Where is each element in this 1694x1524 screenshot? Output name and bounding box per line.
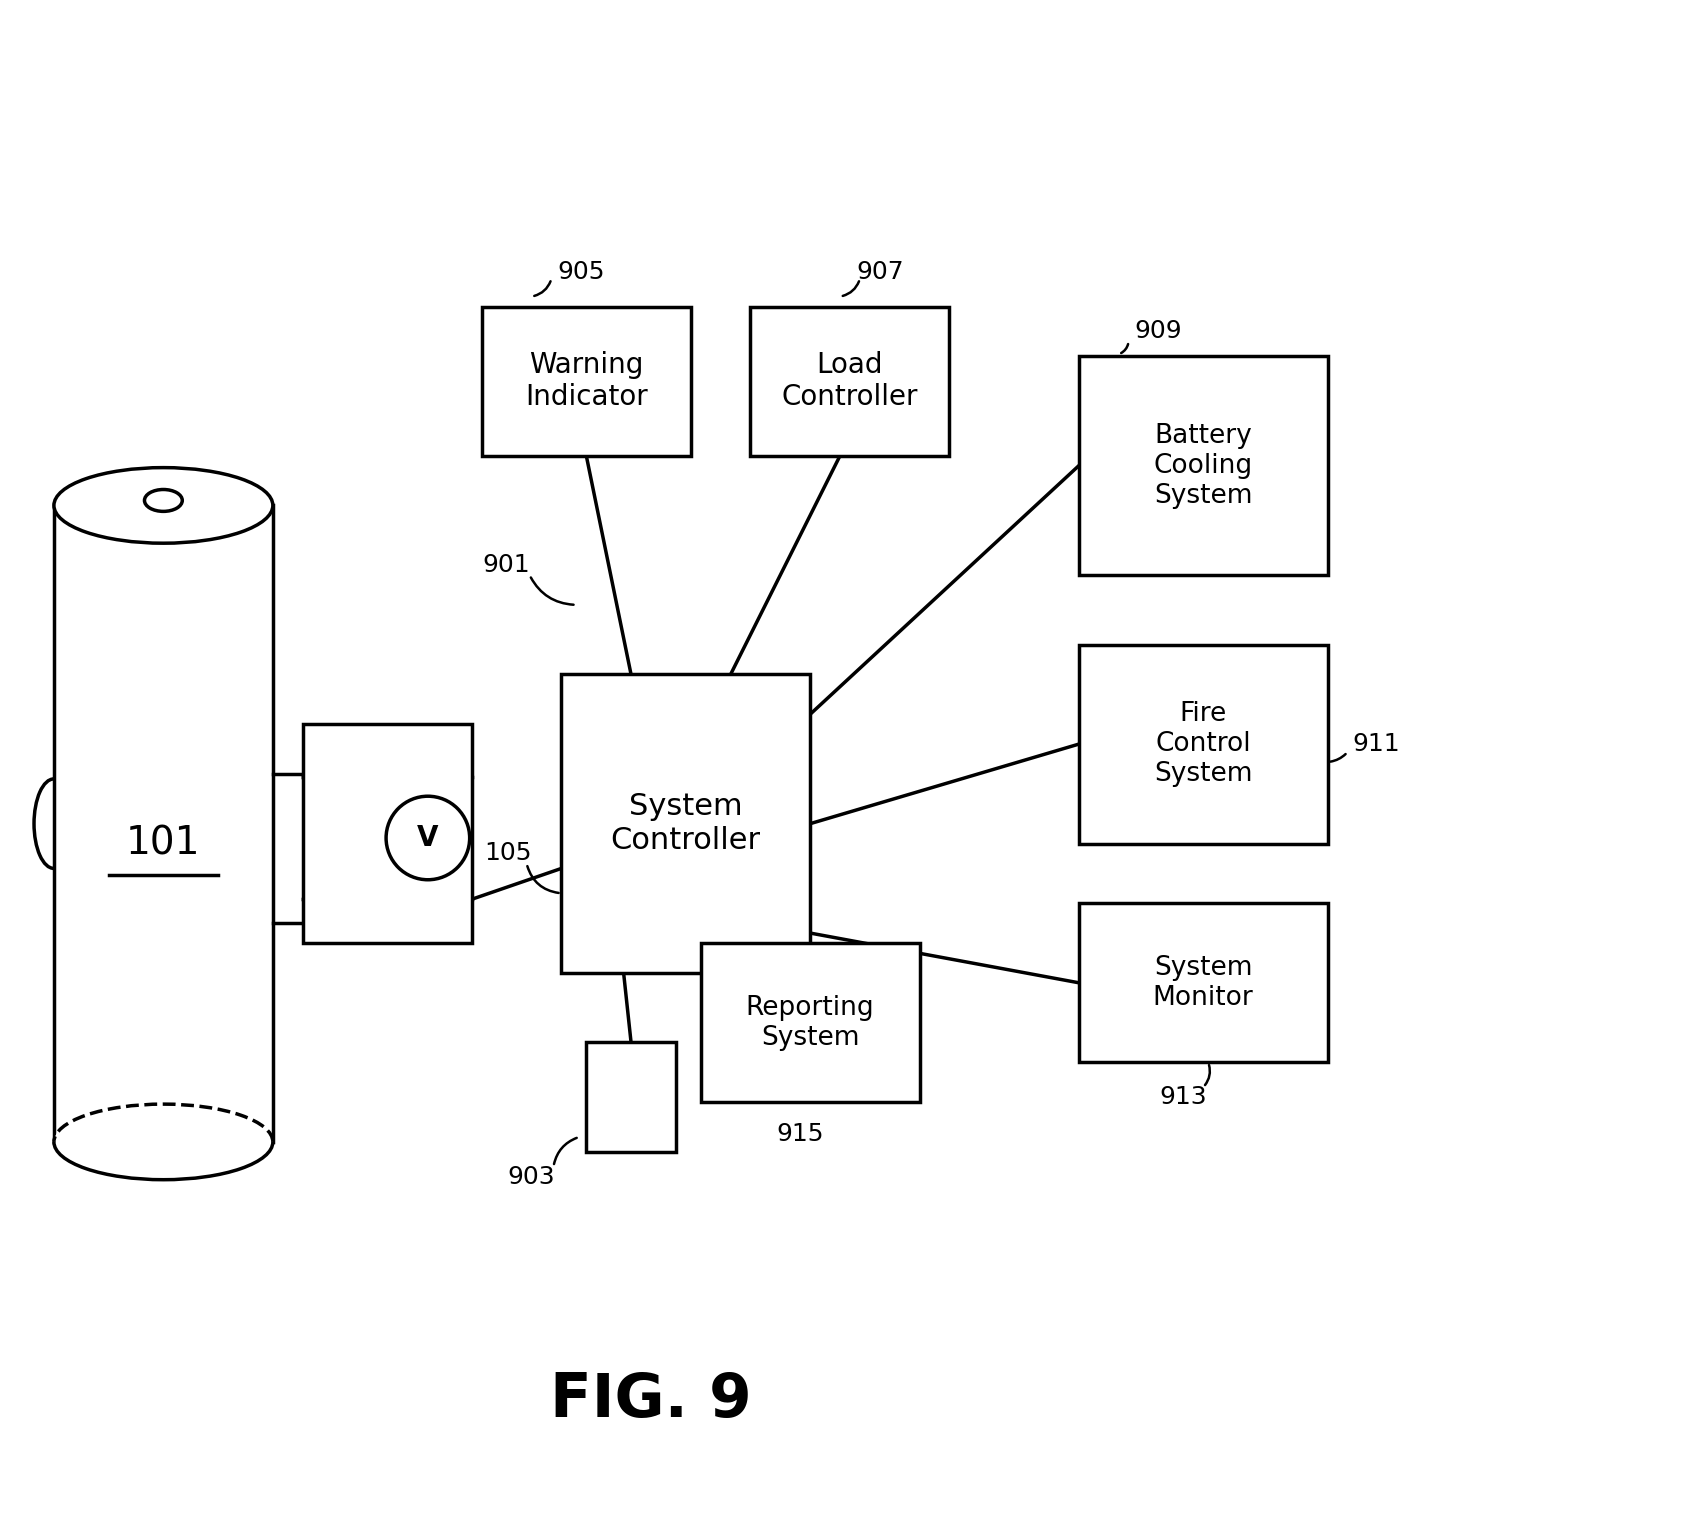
Bar bbox=[1079, 645, 1328, 844]
Bar bbox=[750, 306, 950, 456]
Ellipse shape bbox=[386, 796, 469, 879]
Text: 909: 909 bbox=[1135, 320, 1182, 343]
Bar bbox=[1079, 904, 1328, 1062]
FancyArrowPatch shape bbox=[1330, 754, 1345, 762]
FancyArrowPatch shape bbox=[1204, 1065, 1210, 1085]
FancyArrowPatch shape bbox=[554, 1138, 576, 1164]
Bar bbox=[481, 306, 691, 456]
FancyArrowPatch shape bbox=[527, 866, 559, 893]
Text: Reporting
System: Reporting System bbox=[745, 995, 874, 1050]
Text: System
Controller: System Controller bbox=[612, 792, 761, 855]
Text: 905: 905 bbox=[557, 259, 605, 283]
Bar bbox=[701, 943, 920, 1102]
FancyArrowPatch shape bbox=[534, 282, 551, 296]
Text: Load
Controller: Load Controller bbox=[781, 351, 918, 411]
Text: V: V bbox=[417, 824, 439, 852]
Text: 903: 903 bbox=[508, 1164, 556, 1189]
FancyArrowPatch shape bbox=[530, 578, 574, 605]
Bar bbox=[303, 724, 473, 943]
Text: System
Monitor: System Monitor bbox=[1154, 956, 1254, 1010]
FancyArrowPatch shape bbox=[842, 282, 859, 296]
Text: 907: 907 bbox=[855, 259, 903, 283]
FancyArrowPatch shape bbox=[1121, 344, 1128, 354]
Text: Battery
Cooling
System: Battery Cooling System bbox=[1154, 422, 1254, 509]
Text: Warning
Indicator: Warning Indicator bbox=[525, 351, 647, 411]
Text: 915: 915 bbox=[776, 1122, 823, 1146]
Text: 101: 101 bbox=[125, 824, 200, 863]
Text: 913: 913 bbox=[1159, 1085, 1208, 1109]
Text: 911: 911 bbox=[1352, 732, 1401, 756]
Bar bbox=[586, 1042, 676, 1152]
Text: 901: 901 bbox=[483, 553, 530, 578]
Bar bbox=[561, 675, 810, 972]
Bar bbox=[54, 506, 273, 1141]
Ellipse shape bbox=[54, 1103, 273, 1180]
Text: FIG. 9: FIG. 9 bbox=[551, 1372, 752, 1430]
Text: Fire
Control
System: Fire Control System bbox=[1154, 701, 1252, 786]
Bar bbox=[1079, 357, 1328, 575]
Text: 105: 105 bbox=[484, 841, 532, 866]
Ellipse shape bbox=[54, 468, 273, 543]
